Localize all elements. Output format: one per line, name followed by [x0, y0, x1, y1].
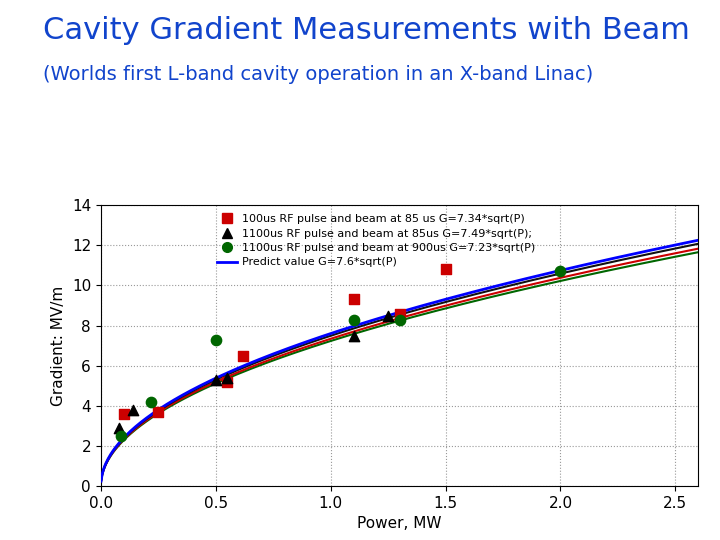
Point	[394, 309, 405, 318]
X-axis label: Power, MW: Power, MW	[357, 516, 442, 531]
Point	[114, 423, 125, 432]
Point	[348, 295, 359, 304]
Point	[153, 408, 164, 416]
Point	[348, 315, 359, 324]
Point	[145, 397, 157, 406]
Point	[210, 335, 222, 344]
Point	[116, 431, 127, 440]
Point	[118, 409, 130, 418]
Point	[382, 311, 394, 320]
Point	[127, 406, 139, 414]
Y-axis label: Gradient: MV/m: Gradient: MV/m	[51, 286, 66, 406]
Point	[238, 352, 249, 360]
Point	[348, 331, 359, 340]
Text: (Worlds first L-band cavity operation in an X-band Linac): (Worlds first L-band cavity operation in…	[43, 65, 593, 84]
Point	[222, 377, 233, 386]
Point	[394, 315, 405, 324]
Legend: 100us RF pulse and beam at 85 us G=7.34*sqrt(P), 1100us RF pulse and beam at 85u: 100us RF pulse and beam at 85 us G=7.34*…	[214, 211, 539, 271]
Point	[440, 265, 451, 274]
Text: Cavity Gradient Measurements with Beam: Cavity Gradient Measurements with Beam	[43, 16, 690, 45]
Point	[554, 267, 566, 276]
Point	[222, 373, 233, 382]
Point	[210, 375, 222, 384]
